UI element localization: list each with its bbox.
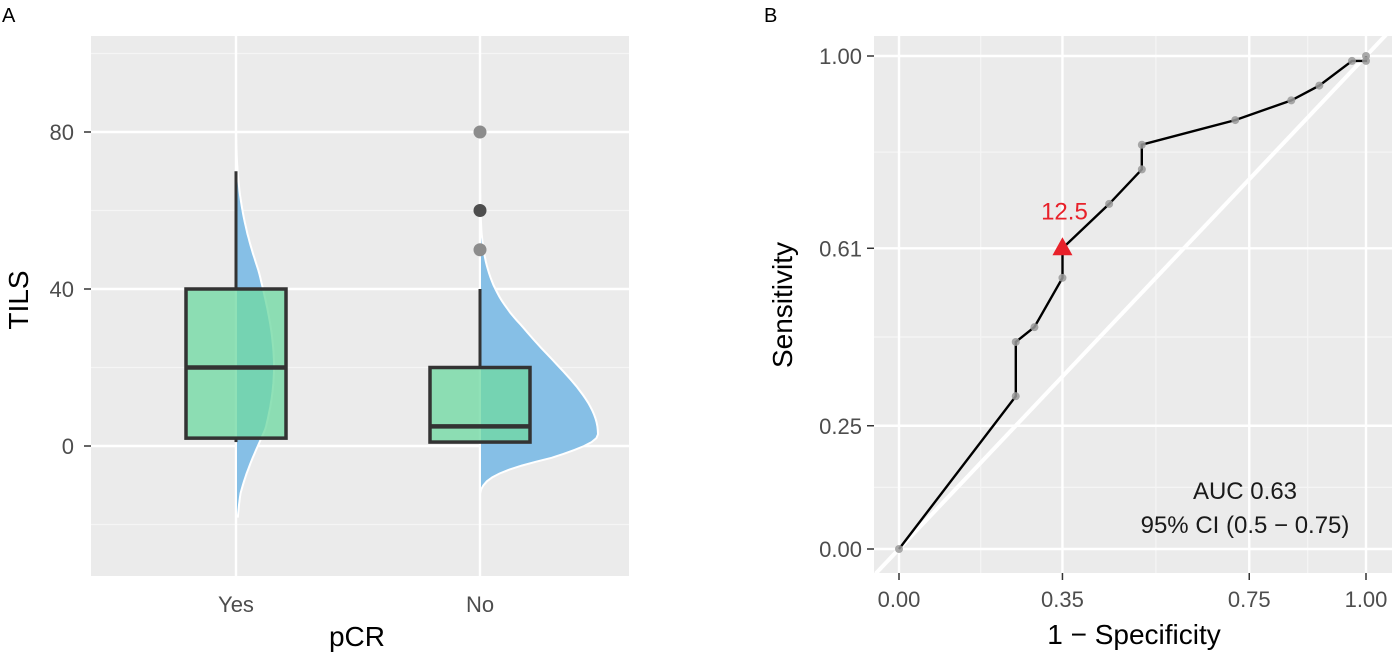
roc-point bbox=[1362, 52, 1370, 60]
boxplot-y-tick-label: 80 bbox=[50, 120, 74, 145]
roc-cutoff-label: 12.5 bbox=[1041, 198, 1088, 225]
box-outlier-no bbox=[473, 204, 487, 217]
box-outlier-no bbox=[473, 243, 487, 257]
box-no bbox=[428, 365, 532, 444]
panel-a-letter: A bbox=[2, 5, 16, 27]
roc-y-tick-label: 0.61 bbox=[819, 236, 862, 261]
roc-point bbox=[1105, 199, 1114, 208]
roc-reference-diagonal bbox=[874, 29, 1391, 576]
boxplot-y-tick-labels: 0 40 80 bbox=[50, 120, 91, 459]
roc-x-tick-label: 1.00 bbox=[1345, 587, 1388, 612]
roc-panel: 12.5 0.00 0.25 0.61 1.00 0.00 0.35 0.75 1.00 1… bbox=[767, 29, 1392, 650]
roc-point bbox=[1315, 81, 1324, 90]
boxplot-panel: 0 40 80 Yes No pCR TILS bbox=[3, 36, 629, 652]
roc-y-axis-title: Sensitivity bbox=[767, 242, 798, 368]
roc-point bbox=[1137, 165, 1146, 174]
roc-point bbox=[1058, 273, 1067, 282]
roc-point bbox=[1137, 140, 1146, 149]
boxplot-boxes bbox=[184, 125, 532, 444]
roc-point bbox=[1231, 116, 1240, 125]
boxplot-y-axis-title: TILS bbox=[3, 270, 34, 329]
roc-x-tick-label: 0.00 bbox=[878, 587, 921, 612]
boxplot-y-tick-label: 40 bbox=[50, 277, 74, 302]
roc-point bbox=[1011, 337, 1020, 346]
roc-y-tick-label: 1.00 bbox=[819, 44, 862, 69]
roc-gridlines bbox=[874, 36, 1392, 573]
roc-y-tick-labels: 0.00 0.25 0.61 1.00 bbox=[819, 44, 874, 562]
boxplot-x-tick-label: Yes bbox=[218, 592, 254, 617]
boxplot-x-tick-labels: Yes No bbox=[218, 592, 494, 617]
roc-ci-annotation: 95% CI (0.5 − 0.75) bbox=[1141, 512, 1350, 539]
roc-point bbox=[1347, 56, 1356, 65]
roc-point bbox=[1287, 96, 1296, 105]
roc-y-tick-label: 0.00 bbox=[819, 537, 862, 562]
roc-point bbox=[1011, 392, 1020, 401]
roc-x-axis-title: 1 − Specificity bbox=[1047, 619, 1221, 650]
boxplot-y-tick-label: 0 bbox=[62, 434, 74, 459]
box-outlier-no bbox=[473, 125, 487, 139]
roc-y-tick-label: 0.25 bbox=[819, 414, 862, 439]
roc-curve-group: 12.5 bbox=[874, 29, 1391, 576]
roc-cutoff-marker bbox=[1052, 237, 1073, 256]
box-yes bbox=[184, 287, 288, 440]
boxplot-plot-background bbox=[91, 36, 629, 576]
roc-x-tick-label: 0.35 bbox=[1041, 587, 1084, 612]
boxplot-x-tick-label: No bbox=[466, 592, 494, 617]
roc-point bbox=[1030, 323, 1039, 332]
roc-x-tick-labels: 0.00 0.35 0.75 1.00 bbox=[878, 573, 1388, 612]
boxplot-x-axis-title: pCR bbox=[329, 621, 385, 652]
roc-x-tick-label: 0.75 bbox=[1228, 587, 1271, 612]
roc-auc-annotation: AUC 0.63 bbox=[1193, 478, 1297, 505]
panel-b-letter: B bbox=[764, 5, 777, 27]
roc-point bbox=[895, 545, 903, 553]
